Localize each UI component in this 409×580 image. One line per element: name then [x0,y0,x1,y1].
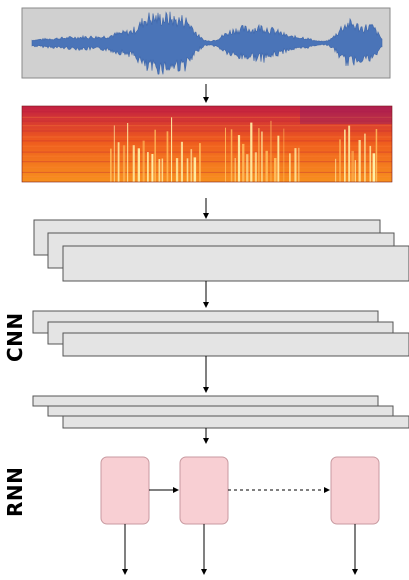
spectrogram-band [22,171,392,173]
spectrogram-band [22,145,392,147]
rnn-cell-2 [179,456,229,525]
spectrogram-harmonic [127,123,129,182]
feature-map [32,395,379,407]
spectrogram-harmonic [242,143,245,182]
spectrogram [21,105,393,183]
spectrogram-band [22,136,392,138]
spectrogram-band [22,120,392,122]
spectrogram-harmonic [270,120,272,182]
spectrogram-band [22,130,392,132]
rnn-cell-n [330,456,380,525]
spectrogram-harmonic [110,148,112,182]
spectrogram-band [22,111,392,113]
spectrogram-harmonic [142,140,145,182]
spectrogram-harmonic [364,133,366,182]
spectrogram-harmonic [199,143,201,182]
rnn-label: RNN [3,466,27,517]
spectrogram-band [22,151,392,153]
spectrogram-harmonic [351,150,354,182]
spectrogram-harmonic [354,160,356,182]
spectrogram-harmonic [294,148,297,182]
spectrogram-harmonic [117,142,120,182]
spectrogram-harmonic [369,145,372,182]
rnn-layer [100,456,380,575]
spectrogram-band [22,166,392,168]
spectrogram-harmonic [250,122,253,182]
spectrogram-harmonic [234,158,236,182]
feature-map [62,415,409,429]
spectrogram-harmonic [225,127,226,182]
spectrogram-harmonic [358,140,361,182]
spectrogram-harmonic [137,148,140,182]
feature-map [62,332,409,357]
cnn-layer-1 [33,219,409,282]
spectrogram-harmonic [289,153,291,182]
spectrogram-harmonic [274,158,277,182]
spectrogram-harmonic [154,129,156,182]
spectrogram-harmonic [261,131,263,182]
spectrogram-harmonic [132,145,135,182]
spectrogram-harmonic [175,158,179,182]
spectrogram-harmonic [147,152,149,182]
spectrogram-harmonic [113,125,115,182]
spectrogram-harmonic [258,128,260,182]
spectrogram-harmonic [158,159,161,182]
spectrogram-harmonic [375,129,378,182]
waveform-panel [21,7,391,79]
spectrogram-harmonic [246,154,249,182]
spectrogram-harmonics [22,106,392,182]
spectrogram-harmonic [180,141,183,182]
spectrogram-harmonic [230,129,233,182]
spectrogram-harmonic [190,149,193,182]
spectrogram-band [22,116,392,118]
rnn-cell-1 [100,456,150,525]
audio-waveform [31,11,383,75]
feature-map [47,405,394,417]
spectrogram-harmonic [237,135,241,182]
cnn-layer-3 [32,395,409,429]
spectrogram-band [22,140,392,142]
feature-map [62,245,409,282]
spectrogram-harmonic [372,153,376,182]
spectrogram-harmonic [161,158,164,182]
spectrogram-harmonic [171,117,173,182]
spectrogram-harmonic [166,131,169,182]
spectrogram-harmonic [298,147,300,182]
spectrogram-harmonic [335,158,337,182]
spectrogram-harmonic [186,158,189,182]
spectrogram-harmonic [151,154,154,182]
spectrogram-harmonic [193,157,197,182]
spectrogram-harmonic [339,139,341,182]
spectrogram-band [22,125,392,127]
cnn-layer-2 [32,310,409,357]
spectrogram-band [22,155,392,157]
spectrogram-background [22,106,392,182]
spectrogram-band [22,161,392,163]
spectrogram-harmonic [265,150,268,182]
spectrogram-harmonic [348,125,351,182]
spectrogram-harmonic [254,152,257,182]
cnn-label: CNN [3,312,27,362]
spectrogram-harmonic [277,135,280,182]
spectrogram-harmonic [344,129,346,182]
spectrogram-fade [300,106,392,124]
spectrogram-harmonic [283,128,285,182]
spectrogram-band [22,176,392,177]
spectrogram-harmonic [122,145,126,182]
